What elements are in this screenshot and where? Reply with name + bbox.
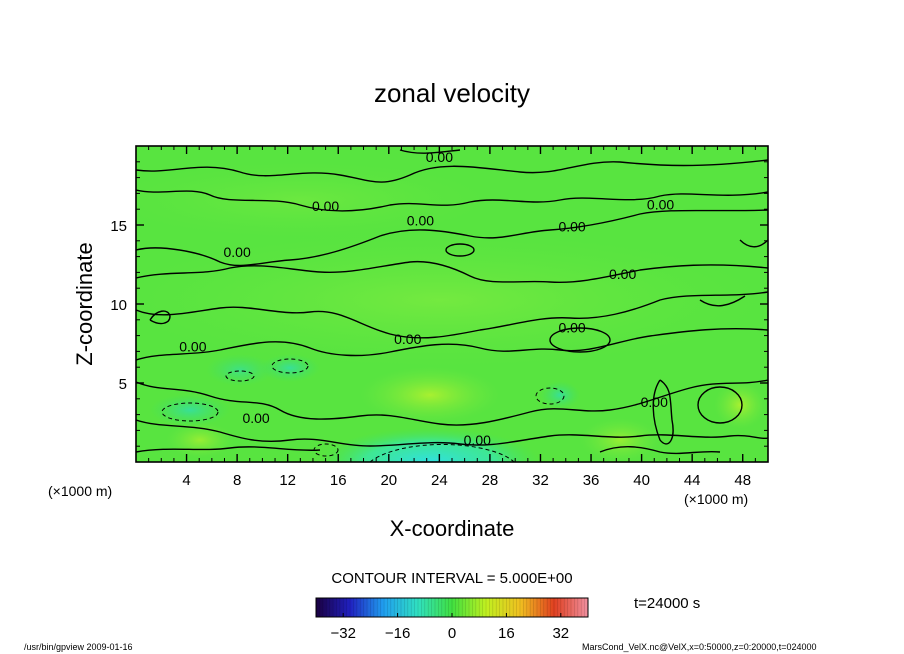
colorbar-tick-label: −16 xyxy=(385,625,410,642)
contour-label: 0.00 xyxy=(312,198,339,214)
x-tick-label: 28 xyxy=(482,472,499,489)
x-tick-label: 20 xyxy=(380,472,397,489)
contour-label: 0.00 xyxy=(558,219,585,235)
x-tick-label: 16 xyxy=(330,472,347,489)
x-tick-label: 4 xyxy=(182,472,190,489)
contour-interval: CONTOUR INTERVAL = 5.000E+00 xyxy=(331,570,572,587)
x-tick-label: 8 xyxy=(233,472,241,489)
x-tick-label: 12 xyxy=(279,472,296,489)
contour-label: 0.00 xyxy=(223,244,250,260)
y-tick-label: 15 xyxy=(110,218,127,235)
time-label: t=24000 s xyxy=(634,595,700,612)
y-unit-label: (×1000 m) xyxy=(48,483,112,499)
colorbar-tick-label: −32 xyxy=(330,625,355,642)
contour-label: 0.00 xyxy=(558,320,585,336)
x-axis-label: X-coordinate xyxy=(390,516,515,541)
x-tick-label: 44 xyxy=(684,472,701,489)
contour-lines-dashed xyxy=(161,358,565,462)
y-tick-label: 10 xyxy=(110,297,127,314)
x-unit-label: (×1000 m) xyxy=(684,491,748,507)
y-tick-label: 5 xyxy=(119,376,127,393)
y-axis-label: Z-coordinate xyxy=(72,242,97,366)
contour-labels: 0.00 0.00 0.00 0.00 0.00 0.00 0.00 0.00 0.00 0.00… xyxy=(179,149,674,448)
colorbar-tick-label: 32 xyxy=(552,625,569,642)
x-tick-label: 40 xyxy=(633,472,650,489)
y-axis: 5 10 15 xyxy=(110,161,768,447)
contour-label: 0.00 xyxy=(609,266,636,282)
contour-label: 0.00 xyxy=(407,212,434,228)
chart-title: zonal velocity xyxy=(374,78,530,108)
colorbar-tick-label: 0 xyxy=(448,625,456,642)
contour-label: 0.00 xyxy=(394,331,421,347)
x-tick-label: 24 xyxy=(431,472,448,489)
contour-label: 0.00 xyxy=(464,432,491,448)
x-axis: 4 8 12 16 20 24 28 32 36 40 44 48 xyxy=(148,146,756,489)
contour-label: 0.00 xyxy=(426,149,453,165)
footer-right: MarsCond_VelX.nc@VelX,x=0:50000,z=0:2000… xyxy=(582,642,817,652)
footer-left: /usr/bin/gpview 2009-01-16 xyxy=(24,642,133,652)
contour-label: 0.00 xyxy=(647,196,674,212)
contour-label: 0.00 xyxy=(242,410,269,426)
contour-lines xyxy=(136,149,768,455)
x-tick-label: 48 xyxy=(734,472,751,489)
x-tick-label: 36 xyxy=(583,472,600,489)
x-tick-label: 32 xyxy=(532,472,549,489)
colorbar: −32 −16 0 16 32 xyxy=(315,597,589,642)
contour-label: 0.00 xyxy=(179,339,206,355)
colorbar-tick-label: 16 xyxy=(498,625,515,642)
contour-label: 0.00 xyxy=(641,394,668,410)
